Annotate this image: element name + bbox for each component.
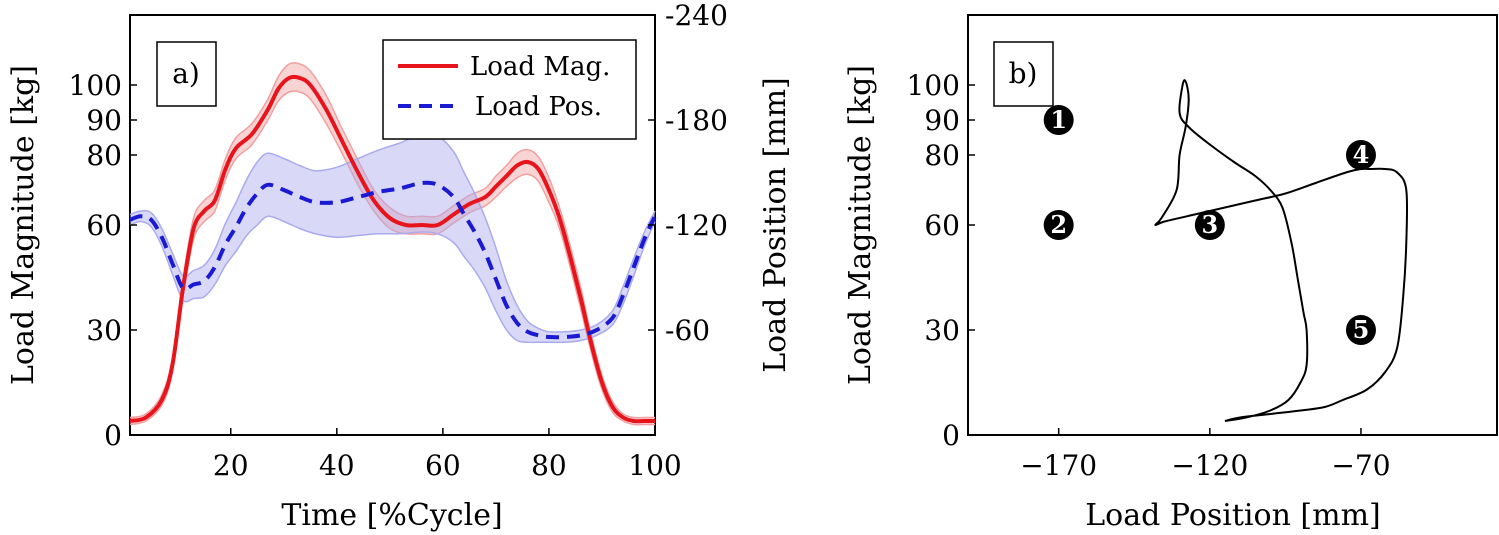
legend: Load Mag. Load Pos. <box>382 39 637 140</box>
y-tick-label: 30 <box>924 314 960 347</box>
y-tick-label: 100 <box>69 69 122 102</box>
x-tick-label: −70 <box>1331 449 1390 482</box>
band-upper-load-mag <box>129 62 655 419</box>
x-tick-label: 20 <box>213 449 249 482</box>
band-upper-load-pos <box>129 215 656 344</box>
panel-a-tag-box <box>156 41 217 107</box>
marker-label-1: 1 <box>1050 105 1067 134</box>
trajectory-line <box>1154 79 1409 422</box>
marker-label-2: 2 <box>1050 210 1067 239</box>
band-load-mag <box>130 62 655 425</box>
marker-1 <box>1043 105 1074 135</box>
y-tick-label: 80 <box>924 139 960 172</box>
marker-4 <box>1345 140 1376 170</box>
marker-label-3: 3 <box>1201 210 1218 239</box>
y-tick-label: 60 <box>86 209 122 242</box>
marker-3 <box>1194 210 1225 240</box>
band-load-pos <box>130 133 655 343</box>
band-lower-load-pos <box>129 132 656 333</box>
series-line-load-pos <box>129 180 657 340</box>
x-tick-label: 100 <box>628 449 681 482</box>
panel-a-lines <box>129 74 657 424</box>
panel-b-tag-box <box>993 41 1054 107</box>
marker-label-5: 5 <box>1353 315 1370 344</box>
panel-a-x-axis-label: Time [%Cycle] <box>281 498 502 533</box>
legend-box <box>382 39 637 140</box>
y-tick-label: 60 <box>924 209 960 242</box>
y-tick-label: 0 <box>942 419 960 452</box>
y-tick-label: 30 <box>86 314 122 347</box>
panel-b-y-axis-label: Load Magnitude [kg] <box>843 65 878 385</box>
y-tick-label: 90 <box>86 104 122 137</box>
panel-a-y-axis-label: Load Magnitude [kg] <box>6 65 41 385</box>
y-right-tick-label: -120 <box>665 209 728 242</box>
band-lower-load-mag <box>129 90 655 426</box>
panel-b-markers: 1 2 3 4 5 <box>1043 105 1376 345</box>
legend-label-load-pos: Load Pos. <box>475 92 602 122</box>
y-tick-label: 80 <box>86 139 122 172</box>
marker-2 <box>1043 210 1074 240</box>
x-tick-label: −120 <box>1171 449 1248 482</box>
y-tick-label: 90 <box>924 104 960 137</box>
series-line-load-mag <box>129 74 655 424</box>
panel-b-lines <box>1154 79 1409 422</box>
panel-a-y-right-axis-label: Load Position [mm] <box>758 77 793 373</box>
x-tick-label: 40 <box>319 449 355 482</box>
y-right-tick-label: -60 <box>665 314 710 347</box>
y-tick-label: 100 <box>907 69 960 102</box>
legend-label-load-mag: Load Mag. <box>470 52 610 82</box>
panel-a-bands <box>129 62 656 426</box>
y-right-tick-label: -240 <box>665 0 728 32</box>
panel-b-tag: b) <box>1009 57 1038 90</box>
marker-5 <box>1345 315 1376 345</box>
panel-a-tag: a) <box>172 57 200 90</box>
y-tick-label: 0 <box>104 419 122 452</box>
marker-label-4: 4 <box>1353 140 1370 169</box>
x-tick-label: 80 <box>531 449 567 482</box>
y-right-tick-label: -180 <box>665 104 728 137</box>
x-tick-label: 60 <box>425 449 461 482</box>
x-tick-label: −170 <box>1020 449 1097 482</box>
panel-b-x-axis-label: Load Position [mm] <box>1085 498 1381 533</box>
